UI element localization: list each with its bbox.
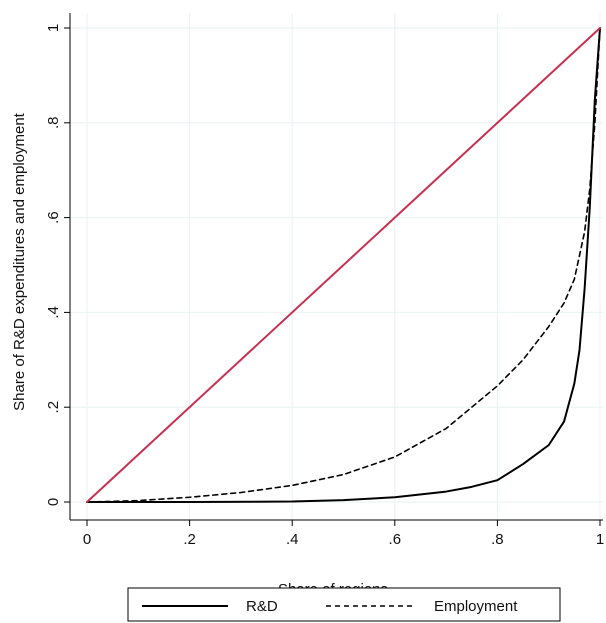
x-tick-label: .2 (183, 531, 196, 548)
axes: 0 .2 .4 .6 .8 1 0 .2 .4 .6 .8 1 (45, 13, 604, 548)
x-tick-label: 0 (83, 531, 91, 548)
y-tick-label: 0 (45, 498, 62, 506)
y-tick-label: .8 (45, 117, 62, 130)
legend-rd-label: R&D (246, 598, 278, 615)
legend-employment-label: Employment (434, 598, 518, 615)
y-axis-title: Share of R&D expenditures and employment (11, 112, 28, 410)
legend: R&D Employment (127, 587, 561, 622)
y-tick-label: .2 (45, 401, 62, 414)
legend-box (127, 587, 561, 622)
x-tick-label: .6 (389, 531, 402, 548)
y-tick-label: 1 (45, 24, 62, 32)
equality-line (86, 27, 601, 503)
rd-line (86, 27, 601, 503)
x-tick-label: .4 (286, 531, 299, 548)
y-tick-label: .4 (45, 306, 62, 319)
employment-line (86, 27, 601, 503)
x-tick-label: .8 (491, 531, 504, 548)
gridlines (70, 13, 603, 520)
series-lines (86, 27, 601, 503)
y-tick-label: .6 (45, 211, 62, 224)
x-tick-label: 1 (596, 531, 604, 548)
